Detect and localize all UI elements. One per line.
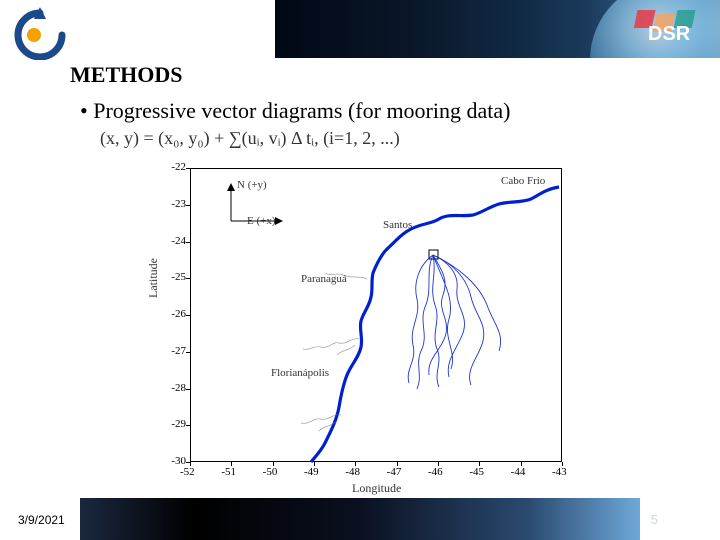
footer-date: 3/9/2021 [18,513,65,527]
plot-area: Latitude Longitude [142,158,572,498]
label-paranagua: Paranaguá [301,273,347,285]
y-axis-label: Latitude [146,258,161,298]
ytick-label: -24 [171,235,186,247]
e-arrow-label: E (+x) [247,215,276,227]
ytick-label: -27 [171,345,186,357]
page-number: 5 [651,512,658,527]
footer-image-strip [80,498,640,540]
xtick-label: -51 [221,466,236,478]
ytick-label: -28 [171,382,186,394]
xtick-label: -46 [428,466,443,478]
xtick-label: -49 [304,466,319,478]
dsr-text: DSR [648,23,691,45]
bullet-line: • Progressive vector diagrams (for moori… [80,98,510,124]
xtick-label: -44 [511,466,526,478]
xtick-label: -48 [345,466,360,478]
n-arrow-label: N (+y) [237,179,267,191]
label-cabofrio: Cabo Frio [501,175,545,187]
xtick-label: -45 [469,466,484,478]
ytick-label: -29 [171,418,186,430]
ytick-label: -25 [171,271,186,283]
ytick-label: -26 [171,308,186,320]
swirl-logo [10,5,70,60]
x-axis-label: Longitude [352,481,401,496]
xtick-label: -47 [387,466,402,478]
xtick-label: -50 [263,466,278,478]
top-banner: DSR [0,0,720,60]
ytick-label: -22 [171,161,186,173]
formula: (x, y) = (x₀, y₀) + ∑(uᵢ, vᵢ) Δ tᵢ, (i=1… [100,128,400,149]
label-florianopolis: Florianápolis [271,367,329,379]
dsr-logo: DSR [618,8,708,52]
xtick-label: -52 [180,466,195,478]
ytick-label: -23 [171,198,186,210]
plot-svg [191,169,563,463]
plot-frame: N (+y) E (+x) Santos Paranaguá Florianáp… [190,168,562,462]
xtick-label: -43 [552,466,567,478]
section-title: METHODS [70,62,182,88]
label-santos: Santos [383,219,412,231]
